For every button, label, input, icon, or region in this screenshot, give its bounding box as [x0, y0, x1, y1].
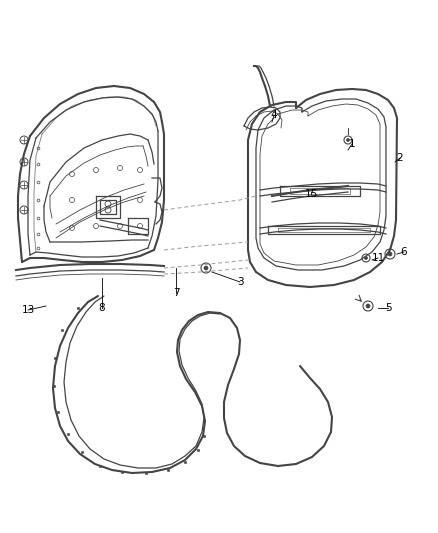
Text: 3: 3 [237, 277, 244, 287]
Text: 2: 2 [397, 153, 403, 163]
Text: 7: 7 [173, 288, 179, 298]
Text: 11: 11 [371, 253, 385, 263]
Text: 6: 6 [401, 247, 407, 257]
Text: 5: 5 [385, 303, 391, 313]
Text: 13: 13 [21, 305, 35, 315]
Text: 8: 8 [99, 303, 105, 313]
Text: 4: 4 [271, 110, 277, 120]
Text: 1: 1 [349, 139, 355, 149]
Circle shape [366, 304, 370, 308]
Text: 15: 15 [304, 189, 318, 199]
Circle shape [388, 252, 392, 256]
Circle shape [364, 256, 367, 260]
Circle shape [346, 139, 350, 141]
Circle shape [204, 266, 208, 270]
